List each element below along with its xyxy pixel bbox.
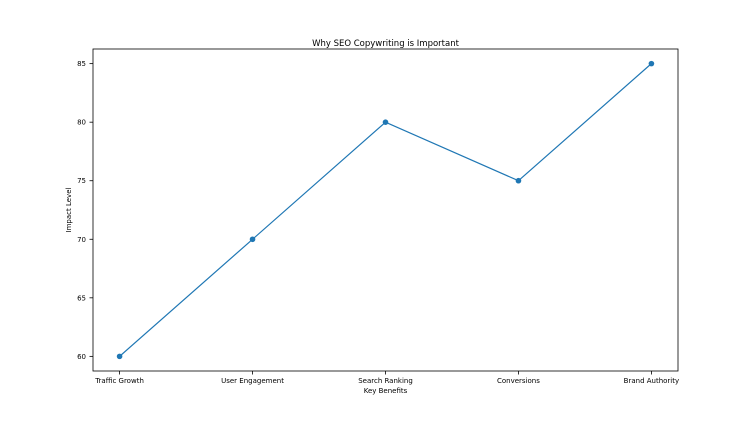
y-tick-label: 65 [77, 294, 86, 302]
data-point [116, 353, 123, 360]
x-tick-label: Search Ranking [358, 377, 413, 385]
data-point [648, 60, 655, 67]
data-point [382, 119, 389, 125]
y-tick-label: 85 [77, 60, 86, 68]
plot-border [92, 48, 679, 372]
y-axis-label: Impact Level [65, 187, 73, 232]
chart-title: Why SEO Copywriting is Important [312, 39, 460, 49]
x-axis-label: Key Benefits [364, 387, 408, 395]
data-point [515, 177, 522, 184]
y-tick-label: 75 [77, 177, 86, 185]
x-tick-label: Brand Authority [624, 377, 679, 385]
y-tick-label: 70 [77, 236, 86, 244]
x-tick-label: Conversions [497, 377, 540, 385]
x-tick-label: User Engagement [221, 377, 284, 385]
y-tick-label: 60 [77, 353, 86, 361]
x-tick-label: Traffic Growth [94, 377, 144, 385]
y-tick-label: 80 [77, 119, 86, 127]
data-point [249, 236, 256, 243]
